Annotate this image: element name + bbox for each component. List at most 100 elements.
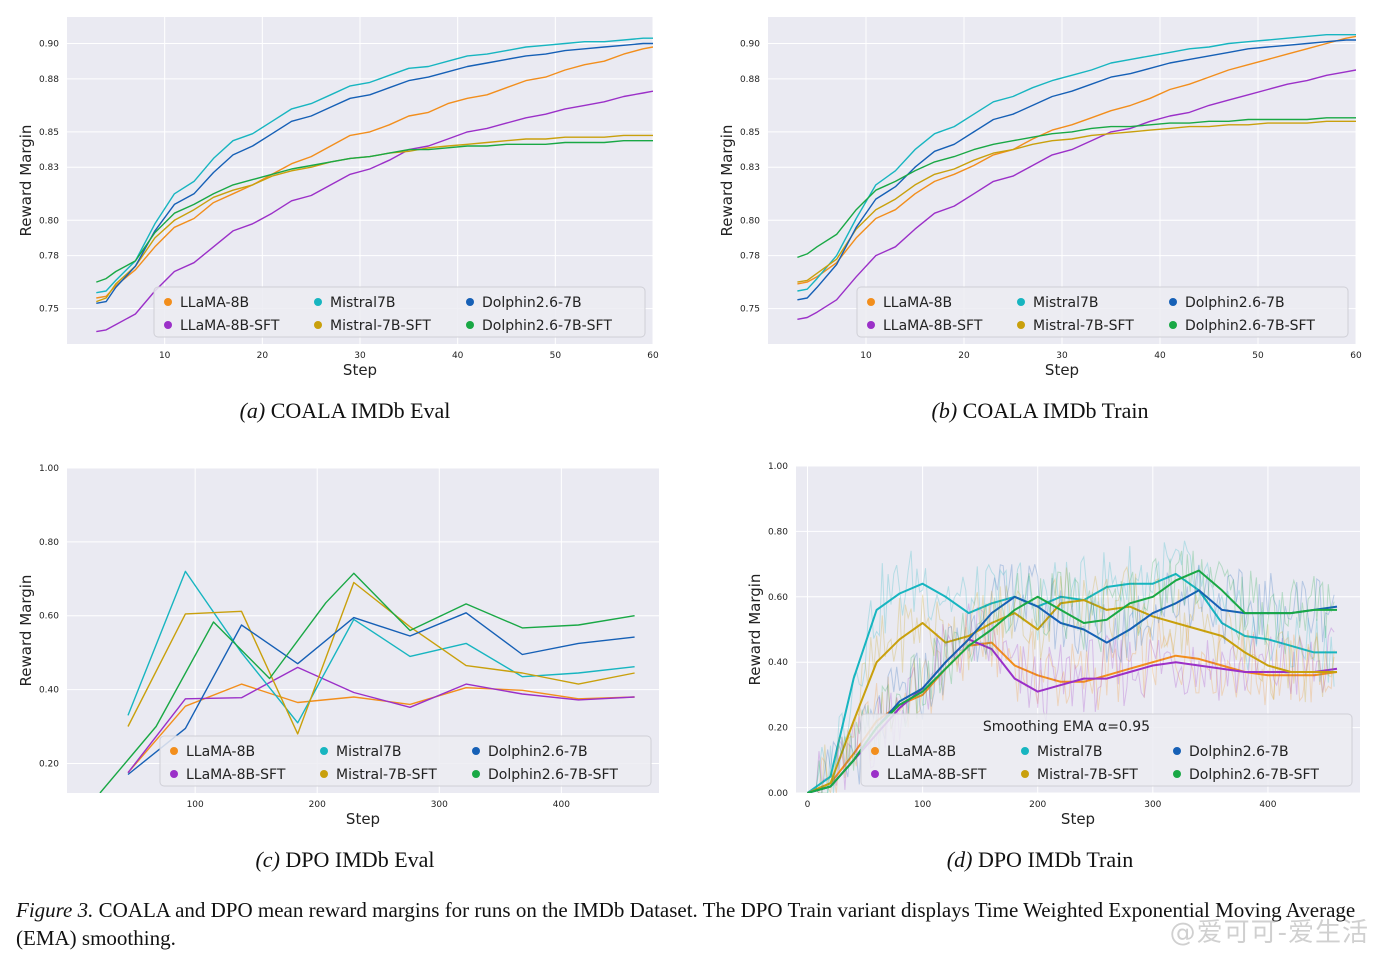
legend-label: Dolphin2.6-7B [482,295,582,311]
series-group [806,540,1338,793]
legend-label: Dolphin2.6-7B [1185,295,1285,311]
y-axis-label: Reward Margin [746,574,764,686]
legend-marker [871,747,879,755]
legend-marker [1017,298,1025,306]
x-tick-label: 60 [1350,351,1362,361]
legend-marker [170,747,178,755]
chart-c: 100 200 300 400 0.20 0.40 0.60 0.80 1.00 Step Rewa… [17,464,659,828]
legend-marker [320,770,328,778]
series-group [99,570,635,793]
legend-marker [1021,747,1029,755]
y-tick-label: 0.60 [768,593,788,603]
series-line-Dolphin2.6-7B [96,42,653,304]
y-tick-label: 0.88 [39,75,59,85]
legend-marker [472,770,480,778]
series-line-Dolphin2.6-7B-SFT [807,569,1337,793]
x-axis-label: Step [1061,810,1095,828]
legend-marker [314,298,322,306]
panel-b: 10 20 30 40 50 60 0.75 0.78 0.80 0.83 0.85 0.88 0.90… [690,0,1380,440]
figure-caption: Figure 3. COALA and DPO mean reward marg… [16,896,1366,952]
legend-marker [871,770,879,778]
series-line-Mistral7B [96,37,653,294]
y-tick-label: 0.80 [768,527,788,537]
chart-a: 10 20 30 40 50 60 0.75 0.78 0.80 0.83 0.85 0.88 0.90… [17,17,659,379]
series-line-LLaMA-8B [96,46,653,299]
figure-caption-text: COALA and DPO mean reward margins for ru… [16,898,1356,950]
y-tick-label: 0.90 [39,40,59,50]
legend-label: Dolphin2.6-7B-SFT [482,318,612,334]
legend-label: Mistral7B [1033,295,1099,311]
y-tick-label: 0.80 [39,216,59,226]
legend-label: Mistral-7B-SFT [1033,318,1134,334]
caption-a-text: COALA IMDb Eval [270,398,451,423]
series-line-Mistral-7B-SFT [807,599,1337,793]
legend-marker [466,298,474,306]
legend-marker [867,321,875,329]
x-tick-label: 20 [958,351,970,361]
legend-label: Mistral7B [1037,744,1103,760]
legend-label: LLaMA-8B-SFT [186,767,286,783]
series-line-Mistral-7B-SFT [797,120,1356,283]
x-tick-label: 60 [647,351,659,361]
raw-line-Mistral-7B-SFT [807,565,1335,793]
series-line-LLaMA-8B [797,35,1356,285]
legend-marker [1017,321,1025,329]
legend-label: Mistral-7B-SFT [1037,767,1138,783]
y-tick-label: 0.75 [39,305,59,315]
x-axis-label: Step [1045,361,1079,379]
legend-box [856,286,1349,338]
y-tick-label: 0.20 [768,724,788,734]
legend-label: Mistral-7B-SFT [336,767,437,783]
legend-label: Dolphin2.6-7B-SFT [1185,318,1315,334]
legend-marker [164,298,172,306]
raw-line-Dolphin2.6-7B-SFT [807,550,1335,793]
caption-a-tag: (a) [239,398,266,423]
series-line-Dolphin2.6-7B-SFT [797,117,1356,259]
legend-label: Dolphin2.6-7B-SFT [488,767,618,783]
legend-label: LLaMA-8B [186,744,255,760]
series-line-Mistral7B [797,34,1356,292]
panel-d: 0 100 200 300 400 0.00 0.20 0.40 0.60 0.80 1.00 Ste… [690,448,1380,888]
y-tick-label: 0.60 [39,612,59,622]
legend-label: Mistral7B [336,744,402,760]
y-tick-label: 0.78 [740,252,760,262]
legend-label: Mistral7B [330,295,396,311]
y-tick-label: 0.88 [740,75,760,85]
series-group [797,34,1356,320]
y-tick-label: 0.00 [768,789,788,799]
watermark: @爱可可-爱生活 [1169,918,1369,948]
y-tick-label: 0.75 [740,305,760,315]
x-tick-label: 50 [1252,351,1264,361]
series-line-LLaMA-8B-SFT [96,90,653,333]
raw-line-Mistral7B [807,540,1335,793]
legend-title: Smoothing EMA α=0.95 [983,719,1150,735]
series-line-Dolphin2.6-7B-SFT [99,572,635,793]
legend-box [153,286,646,338]
chart-b: 10 20 30 40 50 60 0.75 0.78 0.80 0.83 0.85 0.88 0.90… [718,17,1362,379]
x-tick-label: 100 [187,800,204,810]
legend-label: LLaMA-8B [883,295,952,311]
legend-marker [320,747,328,755]
y-axis-label: Reward Margin [17,575,35,687]
series-line-Mistral7B [806,572,1337,793]
caption-c: (c) DPO IMDb Eval [0,847,690,873]
y-tick-label: 0.20 [39,759,59,769]
y-tick-label: 0.78 [39,252,59,262]
x-tick-label: 100 [914,800,931,810]
series-group [96,37,653,333]
x-tick-label: 30 [354,351,366,361]
caption-d-text: DPO IMDb Train [977,847,1134,872]
x-tick-label: 200 [1029,800,1046,810]
caption-b-text: COALA IMDb Train [962,398,1149,423]
legend-label: Dolphin2.6-7B [1189,744,1289,760]
legend-marker [472,747,480,755]
legend-marker [1169,321,1177,329]
raw-line-Dolphin2.6-7B [807,564,1335,793]
caption-d-tag: (d) [946,847,973,872]
legend-label: Dolphin2.6-7B-SFT [1189,767,1319,783]
series-line-Dolphin2.6-7B-SFT [96,139,653,283]
legend-label: Mistral-7B-SFT [330,318,431,334]
x-tick-label: 30 [1056,351,1068,361]
x-tick-label: 10 [860,351,872,361]
chart-d: 0 100 200 300 400 0.00 0.20 0.40 0.60 0.80 1.00 Ste… [746,462,1360,828]
